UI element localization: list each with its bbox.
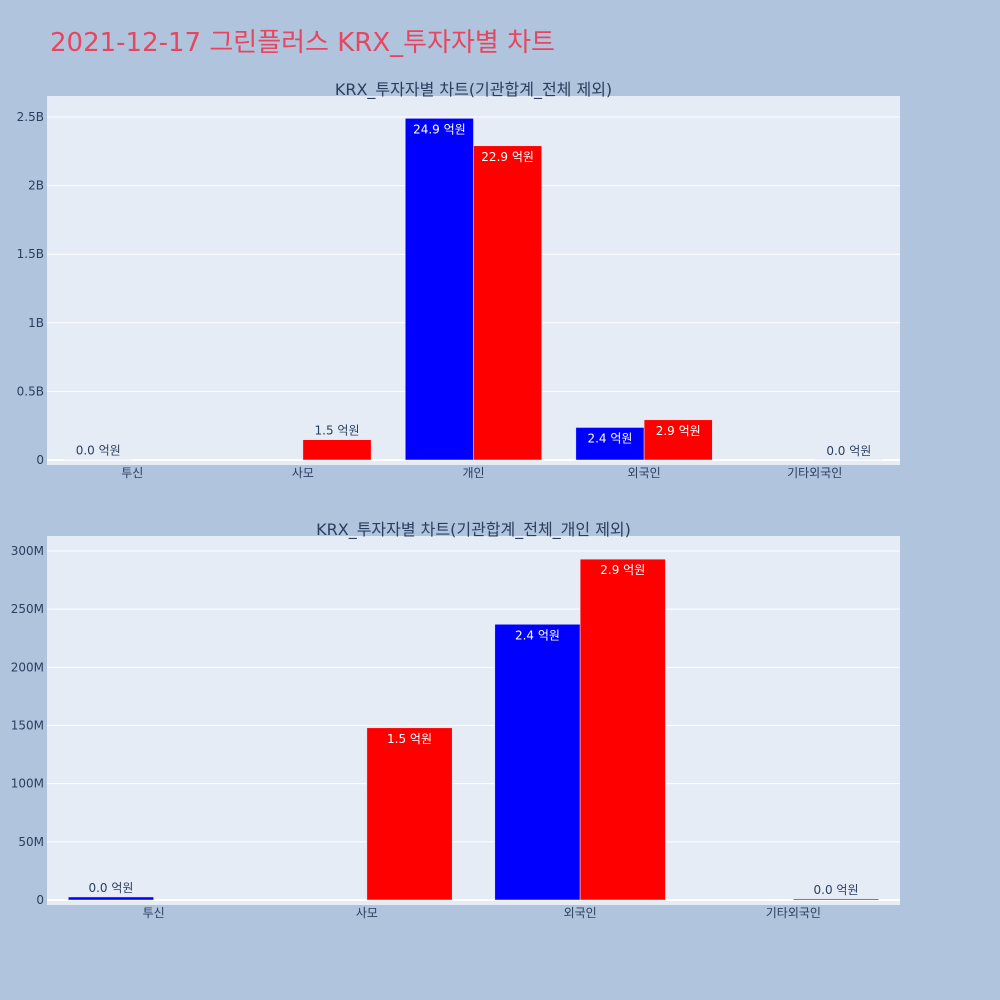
page-title: 2021-12-17 그린플러스 KRX_투자자별 차트: [50, 28, 555, 58]
c1-xtick-label: 사모: [356, 906, 378, 920]
c1-bar-red: [793, 898, 879, 901]
c1-bar-blue: [494, 624, 581, 901]
c0-xtick-label: 개인: [462, 466, 484, 480]
c1-chart-title: KRX_투자자별 차트(기관합계_전체_개인 제외): [316, 520, 631, 540]
c0-data-label: 22.9 억원: [481, 150, 534, 164]
c0-ytick-label: 0.5B: [17, 384, 44, 398]
c1-data-label: 0.0 억원: [814, 883, 859, 897]
c1-bar-red: [579, 558, 666, 901]
c1-data-label: 0.0 억원: [88, 881, 133, 895]
c1-data-label: 2.9 억원: [600, 563, 645, 577]
c0-xtick-label: 외국인: [628, 466, 661, 480]
c1-ytick-label: 200M: [11, 660, 44, 674]
c0-ytick-label: 1.5B: [17, 247, 44, 261]
c1-ytick-label: 50M: [18, 835, 44, 849]
c0-data-label: 2.9 억원: [656, 424, 701, 438]
c1-ytick-label: 150M: [11, 719, 44, 733]
c0-data-label: 2.4 억원: [587, 431, 632, 445]
c0-bar-red: [302, 439, 372, 461]
c1-bar-blue: [68, 896, 154, 901]
c0-ytick-label: 2B: [28, 179, 44, 193]
c1-ytick-label: 0: [36, 893, 44, 907]
c1-ytick-label: 300M: [11, 544, 44, 558]
c1-ytick-label: 100M: [11, 777, 44, 791]
c1-xtick-label: 기타외국인: [766, 906, 821, 920]
chart-investor-all: 0 0.5B 1B 1.5B 2B 2.5B KRX_투자자별 차트(기관합계_전체 제외)…: [17, 80, 900, 480]
c0-ytick-label: 1B: [28, 316, 44, 330]
c0-bar-red: [473, 145, 542, 461]
c0-bar-blue: [405, 118, 474, 461]
c0-data-label: 24.9 억원: [413, 122, 466, 136]
c0-xtick-label: 투신: [121, 466, 143, 480]
c0-xtick-label: 기타외국인: [787, 466, 842, 480]
c1-data-label: 1.5 억원: [387, 732, 432, 746]
c1-xtick-label: 외국인: [564, 906, 597, 920]
c0-data-label: 0.0 억원: [826, 444, 871, 458]
c1-xtick-label: 투신: [143, 906, 165, 920]
c0-data-label: 1.5 억원: [315, 424, 360, 438]
c1-plot-area: [47, 536, 900, 905]
c0-xtick-label: 사모: [292, 466, 314, 480]
c1-bar-red: [366, 727, 453, 901]
c0-bar-red: [643, 419, 713, 461]
c1-data-label: 2.4 억원: [515, 628, 560, 642]
c0-data-label: 0.0 억원: [76, 444, 121, 458]
c1-ytick-label: 250M: [11, 602, 44, 616]
c0-ytick-label: 2.5B: [17, 110, 44, 124]
chart-investor-excluding-individual: 0 50M 100M 150M 200M 250M 300M KRX_투자자별 차트(기관합계…: [11, 520, 900, 920]
c0-chart-title: KRX_투자자별 차트(기관합계_전체 제외): [335, 80, 612, 100]
c0-bar-blue: [575, 427, 645, 461]
c0-ytick-label: 0: [36, 453, 44, 467]
